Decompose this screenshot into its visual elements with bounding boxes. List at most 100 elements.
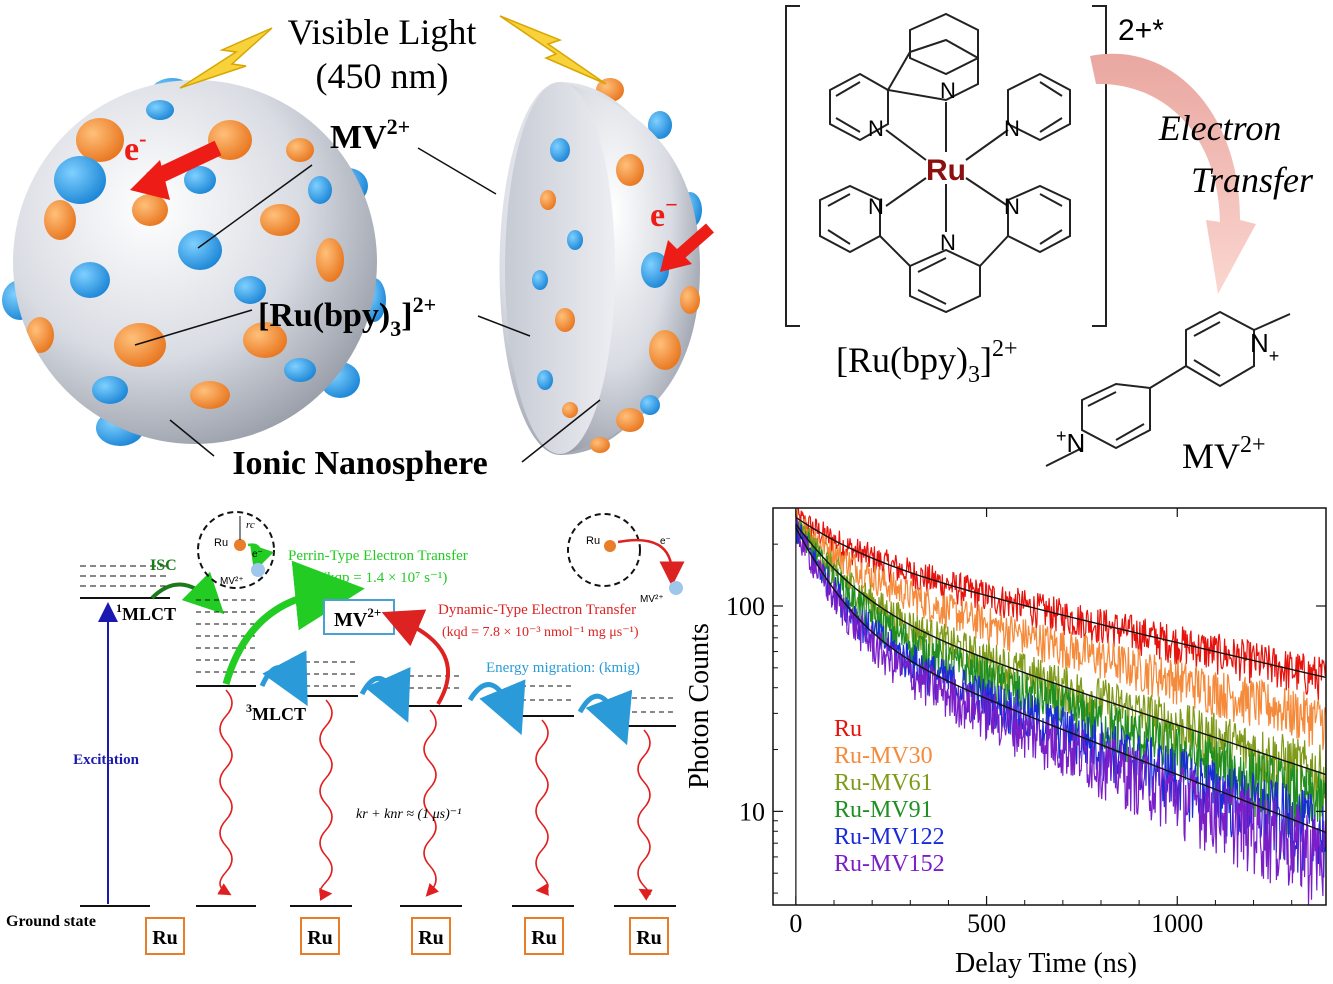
ru-bpy-structure <box>819 12 1071 314</box>
dynamic-title: Dynamic-Type Electron Transfer <box>438 602 636 618</box>
svg-text:Ru: Ru <box>214 537 228 549</box>
perrin-title: Perrin-Type Electron Transfer <box>288 548 468 564</box>
svg-text:MV²⁺: MV²⁺ <box>640 594 664 605</box>
triplet-stack-4 <box>512 685 574 717</box>
migration-label: Energy migration: (kmig) <box>486 660 640 676</box>
mv-n-plus-top: N+ <box>1250 328 1279 366</box>
electron-arrow-right-icon <box>660 223 714 272</box>
nanosphere-panel: Visible Light (450 nm) MV2+ [Ru(bpy)3]2+… <box>2 12 714 482</box>
triplet-stack-2 <box>296 661 358 697</box>
ru-box-label: Ru <box>307 927 333 949</box>
x-tick-label: 1000 <box>1151 909 1203 938</box>
light-label-line2: (450 nm) <box>316 56 449 96</box>
electron-arrow-left-icon <box>130 140 222 200</box>
energy-migration-arrows <box>259 650 633 746</box>
right-bracket <box>1092 5 1107 327</box>
legend-entry: Ru-MV30 <box>834 743 933 769</box>
dynamic-rate: (kqd = 7.8 × 10⁻³ nmol⁻¹ mg μs⁻¹) <box>442 625 639 640</box>
electron-transfer-label-1: Electron <box>1158 108 1282 148</box>
n-atom-2: N <box>868 116 884 141</box>
electron-transfer-label-2: Transfer <box>1191 160 1314 200</box>
svg-text:MV²⁺: MV²⁺ <box>220 576 244 587</box>
dynamic-inset: Ru e⁻ MV²⁺ <box>567 513 685 605</box>
ru-metal-label: Ru <box>926 154 966 187</box>
n-atom-1: N <box>940 78 956 103</box>
t1-label: 3MLCT <box>246 701 306 724</box>
isc-arrow <box>150 571 225 615</box>
legend-entry: Ru-MV152 <box>834 851 945 877</box>
mv-n-plus-bottom: +N <box>1056 426 1085 458</box>
ground-state-label: Ground state <box>6 913 96 930</box>
emission-decays <box>217 689 653 901</box>
legend-entry: Ru <box>834 716 862 742</box>
y-tick-label: 100 <box>726 592 765 621</box>
legend-entry: Ru-MV91 <box>834 797 933 823</box>
cut-hemisphere <box>499 78 702 456</box>
x-tick-label: 0 <box>789 909 802 938</box>
s1-label: 1MLCT <box>116 601 176 624</box>
x-axis-label: Delay Time (ns) <box>955 948 1137 979</box>
excitation-label: Excitation <box>73 752 139 768</box>
dynamic-arrow <box>381 609 450 706</box>
chart-axes: 0 500 1000 10 100 <box>726 508 1326 938</box>
svg-text:e⁻: e⁻ <box>252 549 263 560</box>
series-line <box>795 522 1326 839</box>
methyl-viologen-structure <box>1045 310 1291 467</box>
mv-pointer-line <box>197 164 313 249</box>
series-line <box>795 508 1326 701</box>
series-line <box>795 522 1326 886</box>
legend-entry: Ru-MV61 <box>834 770 933 796</box>
complex-charge: 2+* <box>1118 14 1164 47</box>
structure-panel: 2+* <box>785 5 1314 476</box>
mv-pointer-line-right <box>417 147 497 195</box>
fit-line <box>795 523 1326 776</box>
series-line <box>795 509 1326 750</box>
electron-label-right: e− <box>650 192 678 234</box>
isc-label: ISC <box>150 557 177 574</box>
lightning-left-icon <box>179 27 273 89</box>
energy-diagram-panel: Excitation 1MLCT ISC Ground state <box>6 511 685 955</box>
legend-entry: Ru-MV122 <box>834 824 945 850</box>
ru-box-label: Ru <box>152 927 178 949</box>
ru-pointer-line-right <box>477 315 531 337</box>
complex-label: [Ru(bpy)3]2+ <box>836 336 1018 388</box>
ru-box-label: Ru <box>636 927 662 949</box>
svg-text:e⁻: e⁻ <box>660 536 671 547</box>
decay-rate-label: kr + knr ≈ (1 μs)⁻¹ <box>356 807 461 822</box>
electron-transfer-arrow-icon <box>1090 53 1256 294</box>
x-tick-label: 500 <box>967 909 1006 938</box>
fit-line <box>795 516 1326 679</box>
triplet-stack-5 <box>614 697 676 727</box>
left-bracket <box>785 5 800 327</box>
n-atom-4: N <box>868 194 884 219</box>
svg-text:Ru: Ru <box>586 535 600 547</box>
n-atom-5: N <box>1004 194 1020 219</box>
surface-dots <box>26 100 344 409</box>
mv-label: MV2+ <box>330 114 410 156</box>
ru-box-label: Ru <box>531 927 557 949</box>
ru-pointer-line <box>134 309 253 346</box>
series-line <box>795 517 1326 905</box>
electron-label-left: e- <box>124 126 146 168</box>
perrin-inset: Ru rc e⁻ MV²⁺ <box>197 511 275 589</box>
singlet-levels <box>80 565 170 907</box>
sphere-pointer-line <box>169 419 215 457</box>
svg-text:rc: rc <box>246 519 255 531</box>
n-atom-6: N <box>940 230 956 255</box>
y-tick-label: 10 <box>739 797 765 826</box>
triplet-stack-3 <box>400 675 462 707</box>
sphere-pointer-line-right <box>521 399 601 463</box>
decay-chart: 0 500 1000 10 100 Delay Time (ns) Photon Cou… <box>684 507 1327 979</box>
ru-complex-label: [Ru(bpy)3]2+ <box>258 292 436 341</box>
ru-boxes: Ru Ru Ru Ru Ru <box>145 917 669 955</box>
y-axis-label: Photon Counts <box>684 623 715 789</box>
ionic-nanosphere-label: Ionic Nanosphere <box>232 445 487 482</box>
mv-box-label: MV2+ <box>334 605 381 631</box>
ru-box-label: Ru <box>418 927 444 949</box>
fit-line <box>795 527 1326 834</box>
perrin-rate: (kqp = 1.4 × 10⁷ s⁻¹) <box>322 570 447 586</box>
lightning-right-icon <box>499 15 607 85</box>
chart-series-group <box>795 508 1326 905</box>
